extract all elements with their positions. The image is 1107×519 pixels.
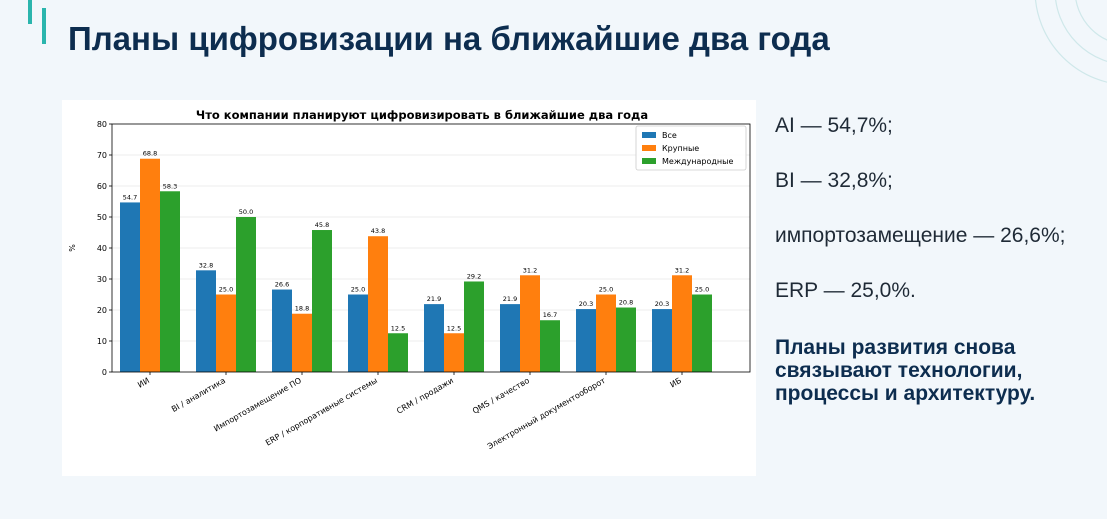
- stat-import-substitution: импортозамещение — 26,6%;: [775, 224, 1066, 247]
- bar-3-2: [388, 333, 408, 372]
- x-tick-label: BI / аналитика: [170, 376, 227, 414]
- y-tick-label: 70: [97, 151, 107, 160]
- bar-7-1: [672, 275, 692, 372]
- bar-value-label: 31.2: [523, 266, 537, 274]
- y-tick-label: 0: [102, 368, 107, 377]
- bar-value-label: 12.5: [447, 324, 461, 332]
- bar-value-label: 20.3: [579, 300, 593, 308]
- bar-2-1: [292, 313, 312, 372]
- bar-6-1: [596, 294, 616, 372]
- bar-5-2: [540, 320, 560, 372]
- bar-5-1: [520, 275, 540, 372]
- slide-title: Планы цифровизации на ближайшие два года: [68, 20, 830, 57]
- legend-box: [635, 125, 747, 171]
- y-tick-label: 80: [97, 120, 107, 129]
- bar-value-label: 58.3: [163, 182, 177, 190]
- x-tick-label: ИБ: [669, 376, 683, 390]
- bar-value-label: 45.8: [315, 221, 329, 229]
- bar-value-label: 21.9: [427, 295, 441, 303]
- bar-value-label: 25.0: [351, 286, 365, 294]
- y-axis-label: %: [68, 244, 77, 252]
- legend-swatch: [642, 158, 656, 164]
- bar-value-label: 21.9: [503, 295, 517, 303]
- bar-5-0: [500, 304, 520, 372]
- bar-7-0: [652, 309, 672, 372]
- bar-value-label: 25.0: [599, 286, 613, 294]
- bar-value-label: 43.8: [371, 227, 385, 235]
- bar-value-label: 68.8: [143, 150, 157, 158]
- conclusion-text: Планы развития снова связывают технологи…: [775, 336, 1036, 405]
- bar-3-1: [368, 236, 388, 372]
- legend-label: Все: [662, 131, 677, 140]
- bar-value-label: 25.0: [695, 286, 709, 294]
- stat-ai: AI — 54,7%;: [775, 114, 893, 137]
- bar-value-label: 54.7: [123, 193, 137, 201]
- bar-value-label: 29.2: [467, 272, 481, 280]
- y-tick-label: 30: [97, 275, 107, 284]
- bar-3-0: [348, 294, 368, 372]
- bar-1-1: [216, 294, 236, 372]
- plot-frame: [111, 123, 751, 373]
- x-tick-label: ИИ: [136, 376, 151, 390]
- accent-bar-long: [42, 8, 46, 44]
- bar-6-0: [576, 309, 596, 372]
- x-tick-label: QMS / качество: [471, 376, 531, 416]
- x-tick-label: CRM / продажи: [395, 376, 455, 416]
- x-tick-label: Электронный документооборот: [486, 376, 607, 451]
- bar-value-label: 25.0: [219, 286, 233, 294]
- bar-2-0: [272, 289, 292, 372]
- bar-0-2: [160, 191, 180, 372]
- bar-value-label: 18.8: [295, 305, 309, 313]
- bar-value-label: 20.8: [619, 299, 633, 307]
- chart-panel: Что компании планируют цифровизировать в…: [62, 100, 756, 476]
- bar-value-label: 16.7: [543, 311, 557, 319]
- bar-0-0: [120, 202, 140, 372]
- bar-6-2: [616, 307, 636, 372]
- legend-label: Международные: [662, 157, 733, 166]
- bar-4-0: [424, 304, 444, 372]
- y-tick-label: 20: [97, 306, 107, 315]
- chart-legend: Все Крупные Международные: [635, 125, 747, 171]
- stat-erp: ERP — 25,0%.: [775, 279, 916, 302]
- bar-chart: Что компании планируют цифровизировать в…: [68, 108, 751, 451]
- bar-2-2: [312, 230, 332, 372]
- bar-0-1: [140, 158, 160, 372]
- bar-value-label: 12.5: [391, 324, 405, 332]
- bar-value-label: 31.2: [675, 266, 689, 274]
- y-tick-label: 60: [97, 182, 107, 191]
- bar-value-label: 50.0: [239, 208, 253, 216]
- bar-4-2: [464, 281, 484, 372]
- bar-value-label: 32.8: [199, 261, 213, 269]
- corner-arcs-decoration: [1034, 0, 1107, 83]
- bar-4-1: [444, 333, 464, 372]
- legend-swatch: [642, 132, 656, 138]
- bar-7-2: [692, 294, 712, 372]
- bar-value-label: 20.3: [655, 300, 669, 308]
- y-tick-label: 10: [97, 337, 107, 346]
- y-tick-label: 40: [97, 244, 107, 253]
- accent-bars-decoration: [28, 0, 52, 46]
- bar-1-2: [236, 217, 256, 372]
- y-tick-label: 50: [97, 213, 107, 222]
- bar-1-0: [196, 270, 216, 372]
- accent-bar-short: [28, 0, 32, 24]
- key-stats: AI — 54,7%; BI — 32,8%; импортозамещение…: [775, 112, 1105, 332]
- legend-label: Крупные: [662, 144, 699, 153]
- legend-swatch: [642, 145, 656, 151]
- bar-value-label: 26.6: [275, 281, 289, 289]
- chart-title: Что компании планируют цифровизировать в…: [196, 108, 648, 122]
- stat-bi: BI — 32,8%;: [775, 169, 893, 192]
